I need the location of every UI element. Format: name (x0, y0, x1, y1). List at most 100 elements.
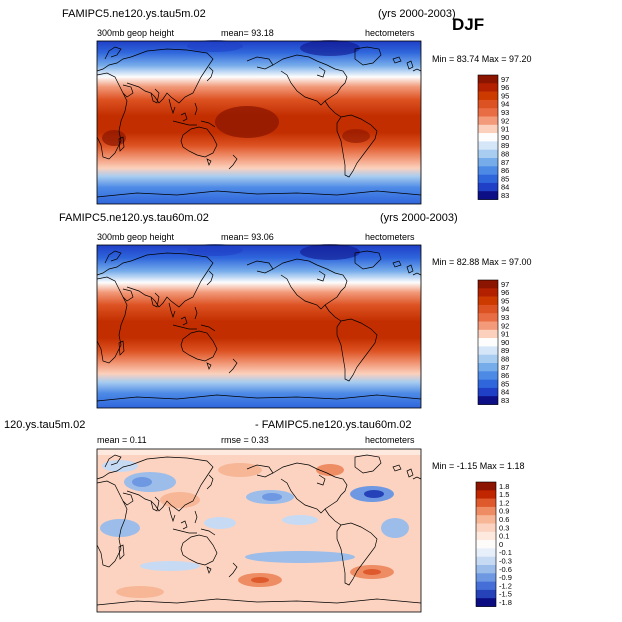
coastline-segment (206, 362, 212, 370)
coastline-segment (316, 474, 326, 486)
colorbar-swatch (478, 354, 498, 364)
negative-anomaly (100, 519, 140, 537)
colorbar-swatch (476, 506, 496, 516)
coastline-segment (96, 72, 128, 160)
colorbar-swatch (478, 174, 498, 184)
colorbar-swatch (478, 91, 498, 101)
coastline-segment (168, 302, 176, 319)
coastline-segment (392, 56, 402, 64)
coastline-segment (246, 260, 274, 274)
coastline-segment (406, 60, 414, 70)
coastline-segment (194, 510, 198, 524)
colorbar-tick-label: 96 (501, 288, 509, 297)
coastline-segment (206, 566, 212, 574)
colorbar-tick-label: 1.5 (499, 490, 509, 499)
colorbar-swatch (476, 498, 496, 508)
colorbar-tick-label: 84 (501, 388, 509, 397)
positive-anomaly (160, 492, 200, 508)
panel1-field: 300mb geop height (97, 28, 175, 38)
colorbar-tick-label: 86 (501, 166, 509, 175)
panel3-coastlines (96, 454, 422, 606)
panel2-title: FAMIPC5.ne120.ys.tau60m.02 (59, 212, 209, 224)
coastline-segment (96, 56, 132, 72)
panel1-title: FAMIPC5.ne120.ys.tau5m.02 (62, 8, 206, 20)
panel2-frame (96, 244, 422, 409)
season-label: DJF (452, 15, 484, 34)
coastline-segment (228, 358, 238, 374)
colorbar-swatch (478, 158, 498, 167)
colorbar-tick-label: 0.6 (499, 515, 509, 524)
colorbar-swatch (478, 379, 498, 389)
colorbar-tick-label: 85 (501, 174, 509, 183)
panel2-years: (yrs 2000-2003) (380, 212, 458, 224)
coastline-segment (336, 522, 378, 586)
colorbar-tick-label: 1.8 (499, 482, 509, 491)
coastline-segment (118, 136, 125, 152)
colorbar-swatch (476, 573, 496, 582)
coastline-segment (336, 318, 378, 382)
colorbar-tick-label: -1.8 (499, 598, 512, 607)
positive-anomaly (316, 464, 344, 476)
negative-anomaly (381, 518, 409, 538)
panel1-years: (yrs 2000-2003) (378, 8, 456, 20)
coastline-segment (246, 56, 274, 70)
coastline-segment (96, 464, 132, 480)
colorbar-swatch (476, 581, 496, 591)
panel1-frame (96, 40, 422, 205)
panel1-map (96, 40, 422, 205)
coastline-segment (316, 270, 326, 282)
coastline-segment (150, 496, 160, 512)
colorbar-tick-label: 95 (501, 296, 509, 305)
coastline-segment (104, 46, 122, 60)
panel2-field-background (97, 245, 421, 408)
colorbar-tick-label: 87 (501, 363, 509, 372)
coastline-segment (336, 114, 378, 178)
panel3-minmax: Min = -1.15 Max = 1.18 (432, 461, 525, 471)
colorbar-swatch (476, 548, 496, 557)
colorbar-tick-label: 95 (501, 91, 509, 100)
colorbar-tick-label: 84 (501, 183, 509, 192)
coastline-segment (172, 324, 197, 330)
coastline-segment (406, 264, 414, 274)
coastline-segment (96, 394, 422, 402)
colorbar-swatch (478, 313, 498, 322)
negative-anomaly (132, 477, 152, 487)
coastline-segment (324, 100, 342, 118)
coastline-segment (180, 534, 218, 566)
coastline-segment (354, 250, 382, 270)
colorbar-swatch (478, 124, 498, 134)
colorbar-tick-label: 90 (501, 338, 509, 347)
colorbar-tick-label: 97 (501, 75, 509, 84)
panel3-colorbar: 1.81.51.20.90.60.30.10-0.1-0.3-0.6-0.9-1… (475, 481, 512, 607)
colorbar-swatch (478, 387, 498, 397)
colorbar-tick-label: -0.3 (499, 556, 512, 565)
colorbar-frame (477, 74, 499, 200)
colorbar-tick-label: -1.2 (499, 581, 512, 590)
coastline-segment (246, 464, 274, 478)
colorbar-tick-label: 85 (501, 379, 509, 388)
panel2-minmax: Min = 82.88 Max = 97.00 (432, 257, 532, 267)
colorbar-swatch (476, 556, 496, 566)
colorbar-swatch (478, 133, 498, 142)
coastline-segment (392, 464, 402, 472)
colorbar-swatch (476, 598, 496, 607)
coastline-segment (180, 112, 188, 122)
colorbar-tick-label: 89 (501, 141, 509, 150)
colorbar-swatch (478, 75, 498, 84)
coastline-segment (96, 190, 422, 198)
coastline-segment (406, 468, 414, 478)
coastline-segment (412, 68, 422, 72)
neutral-band (97, 449, 421, 455)
coastline-segment (412, 272, 422, 276)
coastline-segment (126, 456, 214, 512)
coastline-segment (126, 252, 214, 308)
colorbar-tick-label: 83 (501, 191, 509, 200)
colorbar-swatch (478, 191, 498, 200)
coastline-segment (316, 66, 326, 78)
colorbar-swatch (478, 288, 498, 297)
coastline-segment (172, 528, 197, 534)
coastline-segment (392, 260, 402, 268)
panel1-mean: mean= 93.18 (221, 28, 274, 38)
colorbar-tick-label: -1.5 (499, 590, 512, 599)
